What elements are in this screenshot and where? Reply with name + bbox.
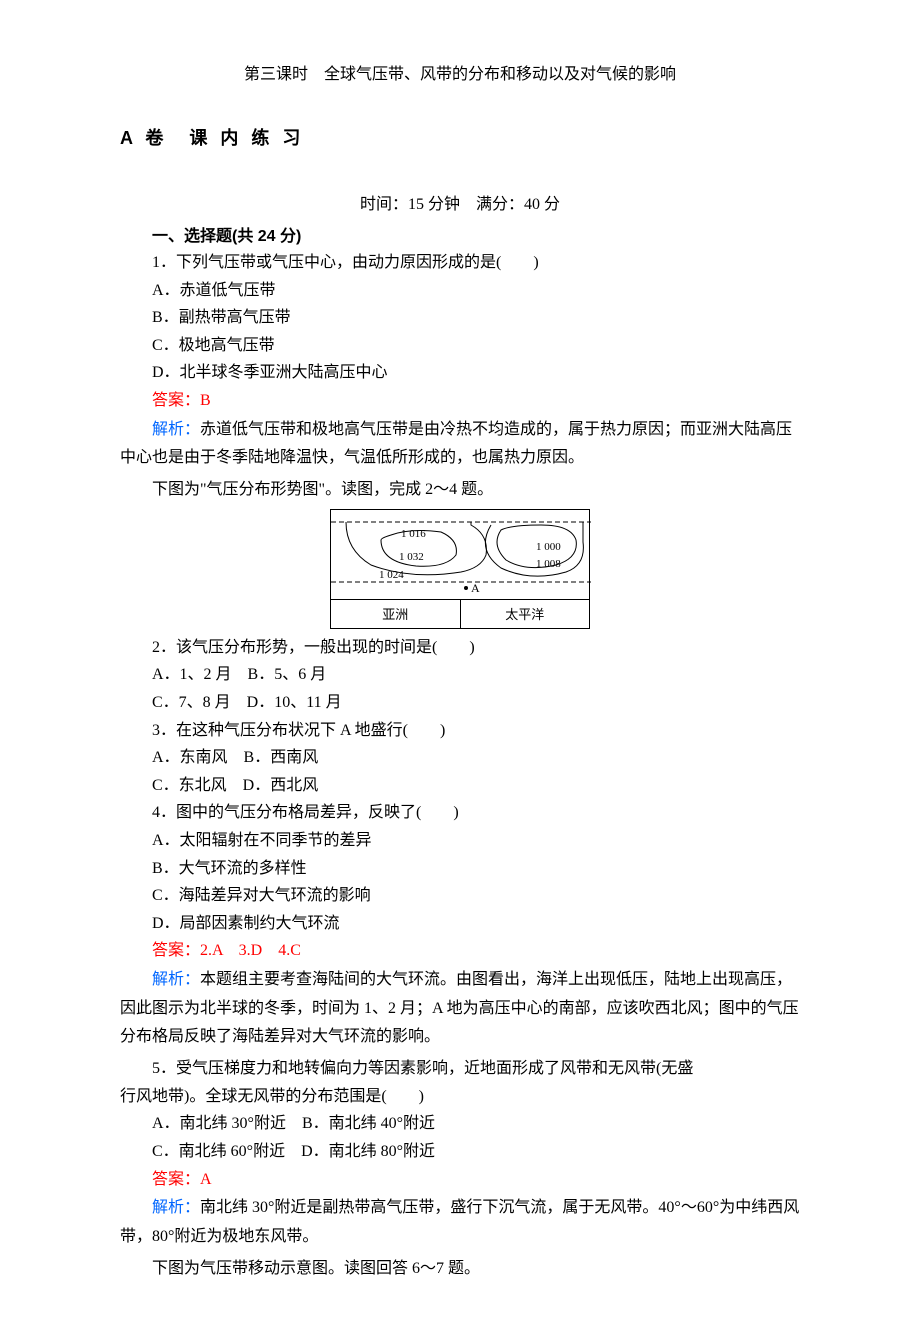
q3-option-cd: C．东北风 D．西北风 [120,773,800,799]
q2-option-cd: C．7、8 月 D．10、11 月 [120,690,800,716]
q234-answer: 答案：2.A 3.D 4.C [120,938,800,964]
q4-text: 4．图中的气压分布格局差异，反映了( ) [120,800,800,826]
intro-q67: 下图为气压带移动示意图。读图回答 6～7 题。 [120,1256,800,1282]
q234-analysis: 解析：本题组主要考查海陆间的大气环流。由图看出，海洋上出现低压，陆地上出现高压，… [120,966,800,1052]
diagram-label-asia: 亚洲 [331,600,461,628]
analysis-text: 本题组主要考查海陆间的大气环流。由图看出，海洋上出现低压，陆地上出现高压，因此图… [120,971,799,1046]
q4-option-d: D．局部因素制约大气环流 [120,911,800,937]
label-point-a: A [471,581,480,595]
pressure-map-svg: 1 016 1 032 1 024 1 000 1 008 A [331,510,591,600]
q1-option-a: A．赤道低气压带 [120,278,800,304]
label-1000: 1 000 [536,541,561,553]
q4-option-c: C．海陆差异对大气环流的影响 [120,883,800,909]
q5-option-ab: A．南北纬 30°附近 B．南北纬 40°附近 [120,1111,800,1137]
analysis-label: 解析： [152,971,200,988]
lesson-title: 第三课时 全球气压带、风带的分布和移动以及对气候的影响 [120,60,800,84]
q1-text: 1．下列气压带或气压中心，由动力原因形成的是( ) [120,250,800,276]
q3-text: 3．在这种气压分布状况下 A 地盛行( ) [120,718,800,744]
pressure-diagram: 1 016 1 032 1 024 1 000 1 008 A 亚洲 太平洋 [120,509,800,629]
diagram-label-pacific: 太平洋 [461,600,590,628]
label-1008: 1 008 [536,558,561,570]
analysis-label: 解析： [152,1199,200,1216]
q5-text2: 行风地带)。全球无风带的分布范围是( ) [120,1084,800,1110]
label-1032: 1 032 [399,551,424,563]
q4-option-b: B．大气环流的多样性 [120,856,800,882]
q5-answer: 答案：A [120,1167,800,1193]
q4-option-a: A．太阳辐射在不同季节的差异 [120,828,800,854]
time-score: 时间：15 分钟 满分：40 分 [120,190,800,214]
analysis-label: 解析： [152,421,200,438]
q1-option-d: D．北半球冬季亚洲大陆高压中心 [120,360,800,386]
q1-option-b: B．副热带高气压带 [120,305,800,331]
volume-header: A 卷 课 内 练 习 [120,124,800,150]
q1-analysis: 解析：赤道低气压带和极地高气压带是由冷热不均造成的，属于热力原因；而亚洲大陆高压… [120,416,800,474]
q1-answer: 答案：B [120,388,800,414]
q5-option-cd: C．南北纬 60°附近 D．南北纬 80°附近 [120,1139,800,1165]
label-1016: 1 016 [401,528,426,540]
q5-text1: 5．受气压梯度力和地转偏向力等因素影响，近地面形成了风带和无风带(无盛 [120,1056,800,1082]
q1-option-c: C．极地高气压带 [120,333,800,359]
intro-q234: 下图为"气压分布形势图"。读图，完成 2～4 题。 [120,477,800,503]
q2-text: 2．该气压分布形势，一般出现的时间是( ) [120,635,800,661]
analysis-text: 南北纬 30°附近是副热带高气压带，盛行下沉气流，属于无风带。40°～60°为中… [120,1199,799,1245]
q5-analysis: 解析：南北纬 30°附近是副热带高气压带，盛行下沉气流，属于无风带。40°～60… [120,1194,800,1252]
q2-option-ab: A．1、2 月 B．5、6 月 [120,662,800,688]
analysis-text: 赤道低气压带和极地高气压带是由冷热不均造成的，属于热力原因；而亚洲大陆高压中心也… [120,421,792,467]
section-header: 一、选择题(共 24 分) [120,222,800,246]
label-1024: 1 024 [379,569,404,581]
q3-option-ab: A．东南风 B．西南风 [120,745,800,771]
